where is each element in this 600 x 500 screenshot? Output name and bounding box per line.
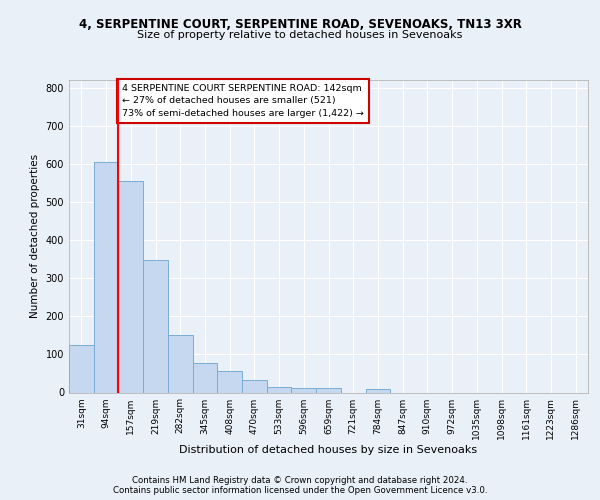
Bar — [316, 388, 341, 392]
Bar — [94, 162, 118, 392]
Text: Contains public sector information licensed under the Open Government Licence v3: Contains public sector information licen… — [113, 486, 487, 495]
Text: 4, SERPENTINE COURT, SERPENTINE ROAD, SEVENOAKS, TN13 3XR: 4, SERPENTINE COURT, SERPENTINE ROAD, SE… — [79, 18, 521, 30]
Text: Contains HM Land Registry data © Crown copyright and database right 2024.: Contains HM Land Registry data © Crown c… — [132, 476, 468, 485]
Bar — [292, 388, 316, 392]
Bar — [118, 181, 143, 392]
Bar — [143, 260, 168, 392]
Bar — [242, 380, 267, 392]
Text: 4 SERPENTINE COURT SERPENTINE ROAD: 142sqm
← 27% of detached houses are smaller : 4 SERPENTINE COURT SERPENTINE ROAD: 142s… — [122, 84, 364, 118]
Y-axis label: Number of detached properties: Number of detached properties — [30, 154, 40, 318]
Bar — [193, 363, 217, 392]
Bar — [69, 345, 94, 393]
Text: Size of property relative to detached houses in Sevenoaks: Size of property relative to detached ho… — [137, 30, 463, 40]
X-axis label: Distribution of detached houses by size in Sevenoaks: Distribution of detached houses by size … — [179, 445, 478, 455]
Bar — [267, 387, 292, 392]
Bar — [217, 371, 242, 392]
Bar — [365, 390, 390, 392]
Bar — [168, 336, 193, 392]
